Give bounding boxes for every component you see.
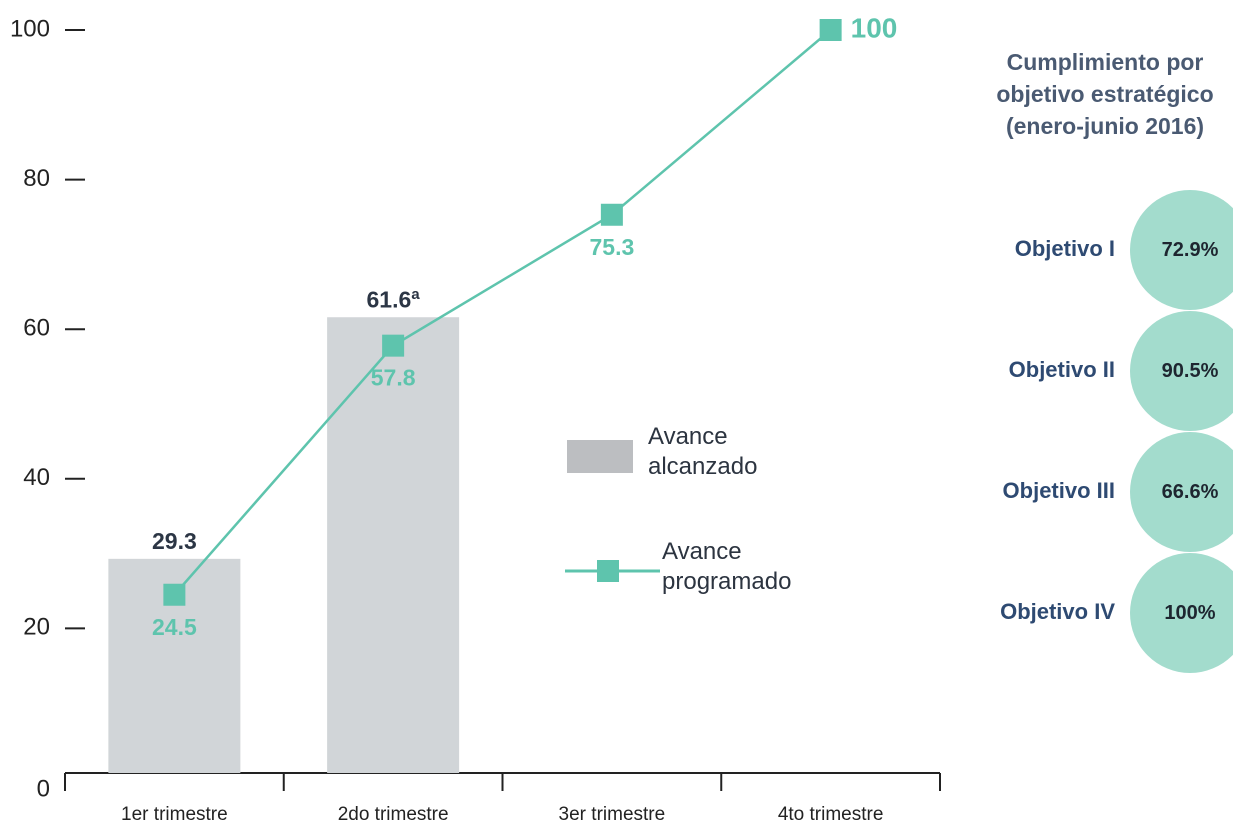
y-tick-label: 40 [23, 464, 50, 491]
line-label: 24.5 [152, 614, 197, 640]
line-marker [819, 19, 842, 41]
line-label: 75.3 [589, 234, 634, 260]
legend-label: Avance programado [662, 538, 792, 595]
objective-value: 100% [1130, 553, 1233, 673]
y-tick-label: 20 [23, 614, 50, 641]
line [173, 29, 832, 596]
line-marker [163, 583, 186, 606]
legend-marker [597, 560, 619, 582]
y-tick-label: 0 [37, 775, 50, 802]
x-tick-label: 4to trimestre [778, 804, 884, 825]
line-marker [600, 203, 623, 226]
bar-label: 61.6ª [366, 286, 420, 312]
bar [327, 317, 460, 773]
objective-value: 66.6% [1130, 432, 1233, 552]
line-label: 57.8 [371, 365, 416, 391]
line-marker [382, 334, 405, 357]
x-tick-label: 1er trimestre [121, 804, 228, 825]
panel-title: Cumplimiento por objetivo estratégico (e… [996, 49, 1214, 139]
objective-value: 72.9% [1130, 190, 1233, 310]
objective-label: Objetivo I [1014, 236, 1115, 261]
objective-label: Objetivo III [1002, 478, 1115, 503]
x-tick-label: 2do trimestre [338, 804, 449, 825]
objective-label: Objetivo IV [1000, 599, 1115, 624]
y-tick-label: 60 [23, 315, 50, 342]
line-label: 100 [851, 12, 898, 43]
objective-value: 90.5% [1130, 311, 1233, 431]
x-tick-label: 3er trimestre [559, 804, 666, 825]
y-tick-label: 100 [10, 15, 50, 42]
bar-label: 29.3 [152, 528, 197, 554]
objective-label: Objetivo II [1008, 357, 1115, 382]
y-tick-label: 80 [23, 165, 50, 192]
legend-swatch [567, 440, 633, 473]
legend-label: Avance alcanzado [648, 423, 758, 480]
